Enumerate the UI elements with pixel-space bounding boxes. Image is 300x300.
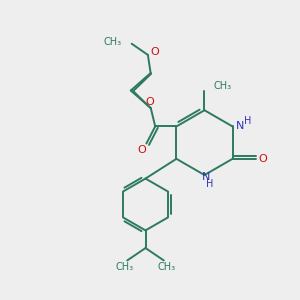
Text: O: O — [138, 145, 146, 155]
Text: CH₃: CH₃ — [214, 81, 232, 91]
Text: O: O — [258, 154, 267, 164]
Text: O: O — [145, 97, 154, 107]
Text: O: O — [150, 47, 159, 57]
Text: CH₃: CH₃ — [115, 262, 134, 272]
Text: CH₃: CH₃ — [103, 37, 122, 47]
Text: N: N — [236, 121, 245, 131]
Text: H: H — [244, 116, 251, 126]
Text: H: H — [206, 179, 214, 189]
Text: N: N — [202, 172, 210, 182]
Text: CH₃: CH₃ — [158, 262, 176, 272]
